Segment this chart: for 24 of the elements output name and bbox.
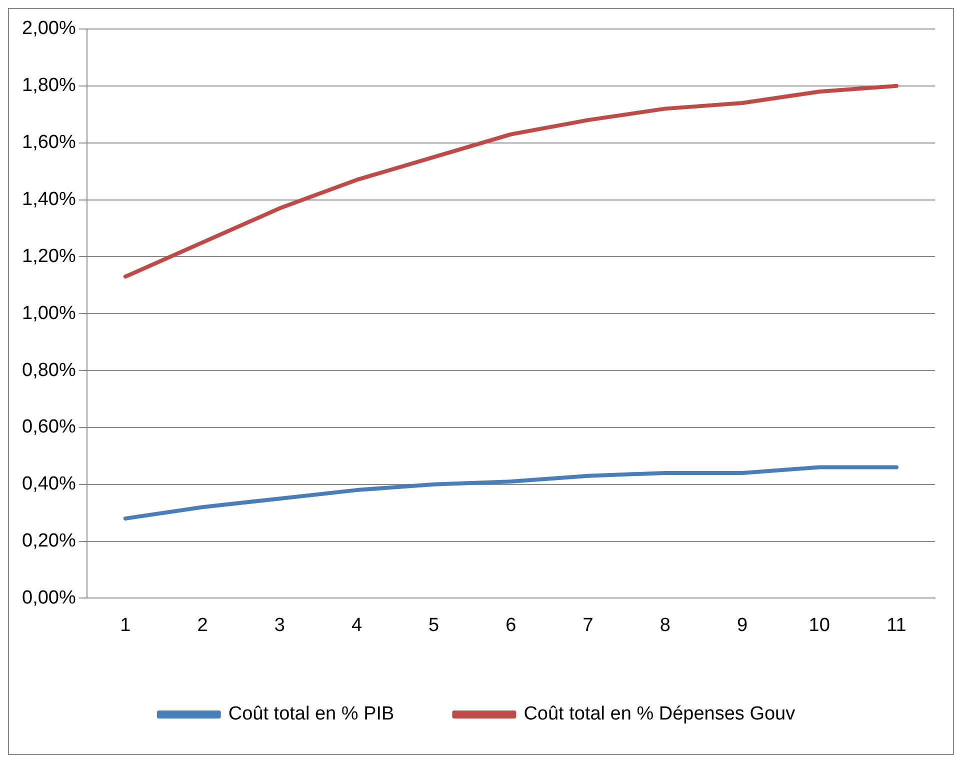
y-tick-label: 0,80%: [22, 360, 76, 381]
legend-label: Coût total en % Dépenses Gouv: [524, 704, 796, 725]
x-tick-label: 8: [660, 614, 670, 636]
legend-label: Coût total en % PIB: [228, 704, 394, 725]
x-tick-label: 3: [274, 614, 285, 636]
x-tick-label: 11: [886, 614, 906, 636]
y-tick-label: 1,20%: [22, 246, 76, 267]
x-tick-label: 10: [808, 614, 830, 636]
y-tick-label: 0,60%: [22, 416, 76, 438]
y-tick-label: 1,80%: [22, 75, 76, 96]
y-tick-label: 0,00%: [22, 587, 76, 608]
y-tick-label: 0,40%: [22, 474, 76, 495]
y-tick-label: 0,20%: [22, 530, 76, 552]
x-tick-label: 9: [736, 614, 748, 636]
x-tick-label: 7: [582, 614, 594, 636]
x-tick-label: 1: [120, 614, 131, 636]
y-tick-label: 1,00%: [22, 302, 76, 324]
y-tick-label: 1,60%: [22, 132, 76, 154]
x-tick-label: 6: [506, 614, 516, 636]
x-tick-label: 5: [428, 614, 440, 636]
y-tick-label: 2,00%: [22, 18, 76, 40]
x-tick-label: 2: [197, 614, 208, 636]
y-tick-label: 1,40%: [22, 188, 76, 210]
x-tick-label: 4: [351, 614, 362, 636]
